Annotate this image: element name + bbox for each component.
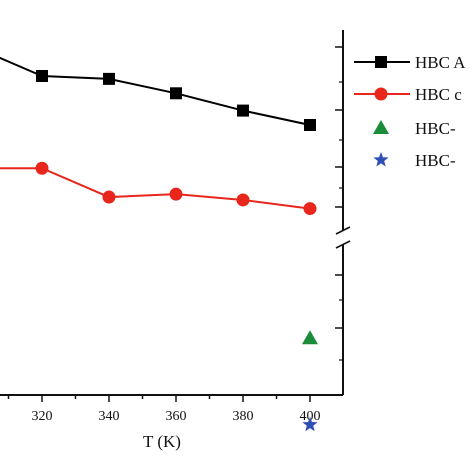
legend-entry: HBC- [373, 119, 456, 138]
x-tick-label: 340 [99, 409, 120, 424]
x-tick-label: 400 [300, 409, 321, 424]
series-square [0, 56, 316, 131]
series-circle [0, 161, 317, 216]
data-point [170, 87, 182, 100]
series-line [0, 167, 311, 210]
data-point [304, 119, 316, 131]
legend-entry: HBC c [354, 85, 462, 104]
series-star [302, 416, 318, 432]
x-axis-title: T (K) [143, 432, 181, 451]
x-tick-label: 360 [166, 409, 187, 424]
axis-break-mark [335, 240, 351, 249]
legend-label: HBC- [415, 151, 456, 170]
x-tick-label: 320 [32, 409, 53, 424]
legend: HBC A HBC c HBC- HBC- [354, 53, 466, 170]
legend-label: HBC c [415, 85, 462, 104]
data-point [35, 161, 49, 175]
data-point [236, 193, 250, 207]
legend-marker [374, 87, 388, 101]
data-point [303, 202, 317, 216]
legend-entry: HBC A [354, 53, 466, 72]
axis-break-mark [335, 226, 351, 235]
legend-entry: HBC- [373, 151, 456, 170]
data-point [169, 187, 183, 201]
data-point [302, 330, 318, 345]
axes: 320 340 360 380 400 [0, 30, 351, 424]
legend-marker [373, 120, 389, 134]
series-triangle [302, 330, 318, 345]
data-point [237, 104, 249, 117]
series-layer [0, 56, 318, 432]
legend-label: HBC A [415, 53, 466, 72]
data-point [102, 190, 116, 204]
x-tick-label: 380 [233, 409, 254, 424]
legend-marker [373, 152, 389, 167]
legend-marker [375, 56, 387, 68]
series-line [0, 56, 311, 126]
data-point [302, 416, 318, 432]
legend-label: HBC- [415, 119, 456, 138]
data-point [103, 72, 115, 85]
data-point [36, 70, 48, 82]
